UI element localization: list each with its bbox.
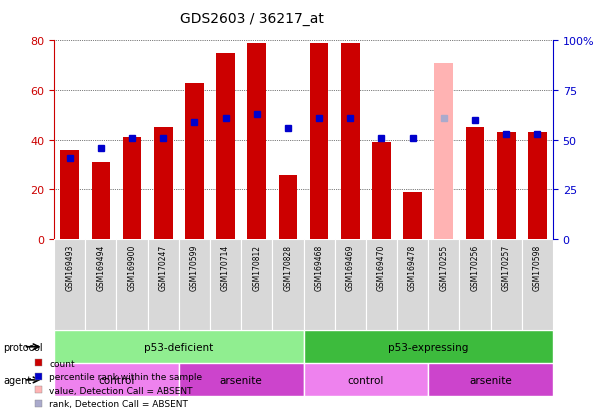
Bar [459, 240, 490, 330]
Bar [310, 44, 329, 240]
Bar [366, 240, 397, 330]
Text: GSM170812: GSM170812 [252, 244, 261, 290]
Bar [497, 133, 516, 240]
Bar [335, 240, 366, 330]
Bar [54, 363, 179, 396]
Bar [429, 363, 553, 396]
Bar [241, 240, 272, 330]
Bar [91, 163, 110, 240]
Bar [54, 330, 304, 363]
Bar [123, 138, 141, 240]
Text: GSM169900: GSM169900 [127, 244, 136, 290]
Bar [341, 44, 359, 240]
Text: agent: agent [3, 375, 31, 385]
Bar [148, 240, 179, 330]
Text: GSM170598: GSM170598 [533, 244, 542, 290]
Bar [248, 44, 266, 240]
Text: protocol: protocol [3, 342, 43, 352]
Bar [60, 150, 79, 240]
Text: GSM170599: GSM170599 [190, 244, 199, 290]
Bar [179, 240, 210, 330]
Text: GSM170255: GSM170255 [439, 244, 448, 290]
Legend: count, percentile rank within the sample, value, Detection Call = ABSENT, rank, : count, percentile rank within the sample… [35, 359, 202, 408]
Text: arsenite: arsenite [220, 375, 263, 385]
Text: GSM169478: GSM169478 [408, 244, 417, 290]
Text: GSM169468: GSM169468 [314, 244, 323, 290]
Bar [210, 240, 241, 330]
Bar [304, 240, 335, 330]
Bar [216, 54, 235, 240]
Text: GSM170256: GSM170256 [471, 244, 480, 290]
Bar [54, 240, 85, 330]
Bar [304, 363, 429, 396]
Bar [85, 240, 117, 330]
Bar [522, 240, 553, 330]
Bar [179, 363, 304, 396]
Bar [466, 128, 484, 240]
Bar [185, 83, 204, 240]
Text: GSM169494: GSM169494 [96, 244, 105, 290]
Text: control: control [98, 375, 135, 385]
Bar [372, 143, 391, 240]
Bar [429, 240, 459, 330]
Text: p53-deficient: p53-deficient [144, 342, 213, 352]
Bar [272, 240, 304, 330]
Bar [528, 133, 547, 240]
Text: arsenite: arsenite [469, 375, 512, 385]
Text: GSM170828: GSM170828 [284, 244, 293, 290]
Bar [117, 240, 148, 330]
Text: GDS2603 / 36217_at: GDS2603 / 36217_at [180, 12, 324, 26]
Text: GSM169493: GSM169493 [65, 244, 74, 290]
Text: GSM170247: GSM170247 [159, 244, 168, 290]
Bar [397, 240, 429, 330]
Bar [154, 128, 172, 240]
Bar [490, 240, 522, 330]
Text: GSM170714: GSM170714 [221, 244, 230, 290]
Text: control: control [347, 375, 384, 385]
Text: GSM170257: GSM170257 [502, 244, 511, 290]
Bar [279, 175, 297, 240]
Text: GSM169469: GSM169469 [346, 244, 355, 290]
Bar [304, 330, 553, 363]
Bar [403, 192, 422, 240]
Text: p53-expressing: p53-expressing [388, 342, 468, 352]
Bar [435, 64, 453, 240]
Text: GSM169470: GSM169470 [377, 244, 386, 290]
